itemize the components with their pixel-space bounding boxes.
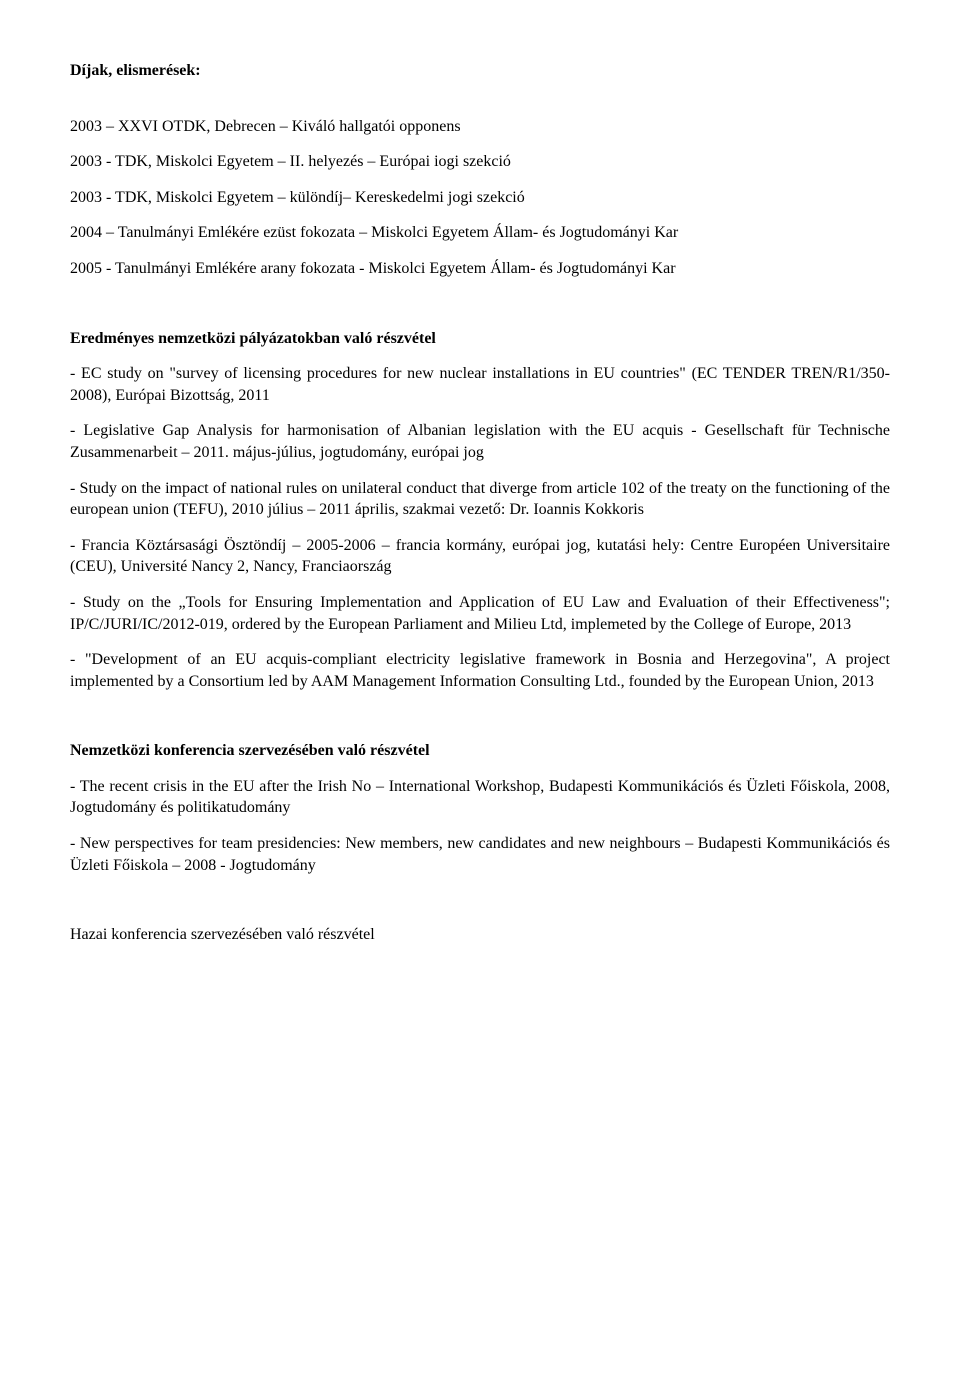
conference-item: - New perspectives for team presidencies… [70, 833, 890, 876]
tender-item: - EC study on "survey of licensing proce… [70, 363, 890, 406]
award-item: 2004 – Tanulmányi Emlékére ezüst fokozat… [70, 222, 890, 244]
section-title-international-tenders: Eredményes nemzetközi pályázatokban való… [70, 328, 890, 350]
section-title-awards: Díjak, elismerések: [70, 60, 890, 82]
tender-item: - Francia Köztársasági Ösztöndíj – 2005-… [70, 535, 890, 578]
award-item: 2003 – XXVI OTDK, Debrecen – Kiváló hall… [70, 116, 890, 138]
tender-item: - "Development of an EU acquis-compliant… [70, 649, 890, 692]
tender-item: - Study on the „Tools for Ensuring Imple… [70, 592, 890, 635]
tender-item: - Legislative Gap Analysis for harmonisa… [70, 420, 890, 463]
award-item: 2003 - TDK, Miskolci Egyetem – II. helye… [70, 151, 890, 173]
section-title-international-conference: Nemzetközi konferencia szervezésében val… [70, 740, 890, 762]
award-item: 2005 - Tanulmányi Emlékére arany fokozat… [70, 258, 890, 280]
award-item: 2003 - TDK, Miskolci Egyetem – különdíj–… [70, 187, 890, 209]
conference-item: - The recent crisis in the EU after the … [70, 776, 890, 819]
tender-item: - Study on the impact of national rules … [70, 478, 890, 521]
section-title-domestic-conference: Hazai konferencia szervezésében való rés… [70, 924, 890, 946]
